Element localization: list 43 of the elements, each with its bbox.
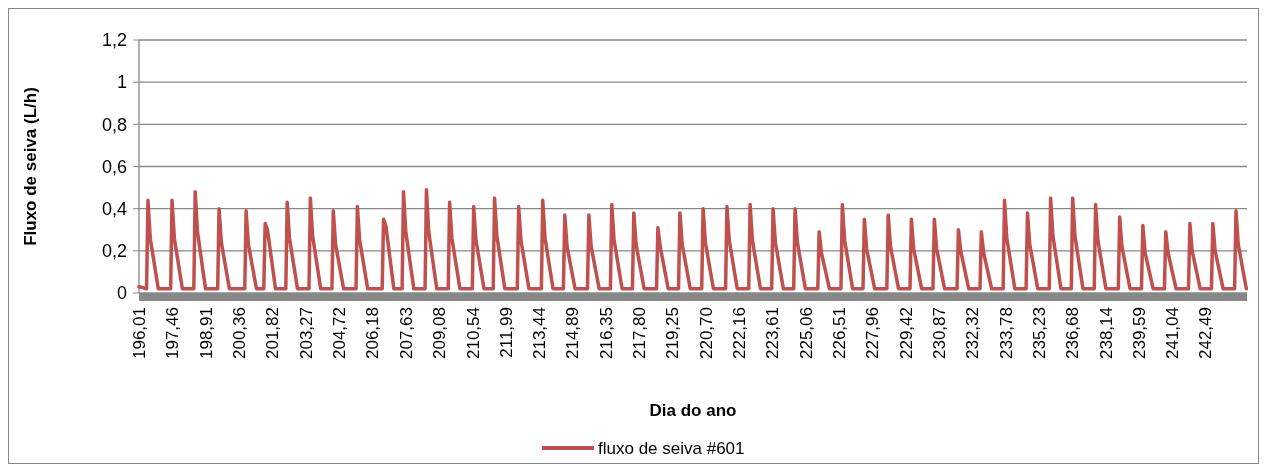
x-tick-label: 229,42	[896, 307, 916, 359]
x-tick-label: 217,80	[630, 307, 650, 359]
x-tick-label: 236,68	[1063, 307, 1083, 359]
x-tick-label: 241,04	[1163, 307, 1183, 359]
x-tick-label: 235,23	[1029, 307, 1049, 359]
x-tick-label: 204,72	[329, 307, 349, 359]
y-axis-title: Fluxo de seiva (L/h)	[21, 87, 40, 246]
x-tick-label: 233,78	[996, 307, 1016, 359]
x-tick-label: 203,27	[296, 307, 316, 359]
x-tick-label: 226,51	[829, 307, 849, 359]
x-tick-label: 216,35	[596, 307, 616, 359]
y-tick-label: 0,2	[101, 241, 127, 262]
x-tick-label: 232,32	[963, 307, 983, 359]
x-tick-label: 239,59	[1129, 307, 1149, 359]
x-tick-label: 238,14	[1096, 307, 1116, 359]
x-tick-label: 200,36	[229, 307, 249, 359]
y-tick-label: 0	[116, 283, 127, 304]
x-tick-label: 196,01	[130, 307, 150, 359]
x-tick-label: 210,54	[463, 307, 483, 359]
x-tick-label: 214,89	[563, 307, 583, 359]
y-tick-label: 0,6	[101, 156, 127, 177]
x-tick-label: 223,61	[763, 307, 783, 359]
x-tick-label: 201,82	[263, 307, 283, 359]
x-tick-label: 206,18	[363, 307, 383, 359]
x-tick-label: 211,99	[496, 307, 516, 358]
x-tick-label: 209,08	[430, 307, 449, 359]
x-tick-label: 198,91	[196, 307, 216, 359]
x-tick-label: 222,16	[730, 307, 750, 359]
legend-label: fluxo de seiva #601	[598, 438, 745, 458]
y-tick-label: 0,8	[101, 114, 127, 135]
y-tick-label: 0,4	[101, 198, 127, 219]
x-tick-label: 219,25	[663, 307, 683, 359]
x-tick-label: 242,49	[1196, 307, 1216, 359]
x-tick-label: 227,96	[863, 307, 883, 359]
x-tick-label: 213,44	[530, 307, 550, 359]
x-axis-title: Dia do ano	[649, 401, 737, 420]
x-tick-label: 207,63	[396, 307, 416, 359]
y-tick-label: 1	[116, 72, 127, 93]
x-tick-label: 220,70	[696, 307, 716, 359]
x-tick-label: 230,87	[929, 307, 949, 359]
x-tick-label: 225,06	[796, 307, 816, 359]
x-tick-label: 197,46	[163, 307, 183, 359]
y-tick-label: 1,2	[101, 30, 127, 51]
